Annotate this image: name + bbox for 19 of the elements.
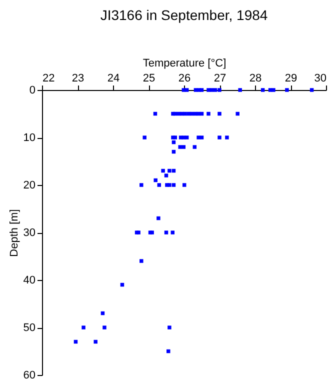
y-tick-label: 40 (23, 274, 36, 286)
y-tick-label: 20 (23, 180, 36, 192)
x-tick-label: 23 (72, 72, 84, 84)
x-tick-label: 27 (214, 72, 226, 84)
x-axis-title: Temperature [°C] (142, 58, 226, 70)
y-tick-label: 50 (23, 322, 36, 334)
y-tick-label: 0 (29, 84, 36, 96)
x-tick-label: 22 (42, 72, 55, 84)
y-tick-label: 30 (23, 227, 36, 239)
x-tick-label: 29 (284, 72, 298, 84)
x-tick-label: 28 (249, 72, 262, 84)
x-tick-label: 26 (178, 72, 191, 84)
y-tick-label: 10 (23, 132, 36, 144)
chart-title: JI3166 in September, 1984 (100, 7, 268, 23)
x-tick-label: 24 (107, 72, 120, 84)
y-axis-title: Depth [m] (8, 209, 20, 257)
x-tick-label: 30 (314, 72, 326, 84)
y-tick-label: 60 (23, 370, 36, 382)
x-tick-label: 25 (142, 72, 156, 84)
